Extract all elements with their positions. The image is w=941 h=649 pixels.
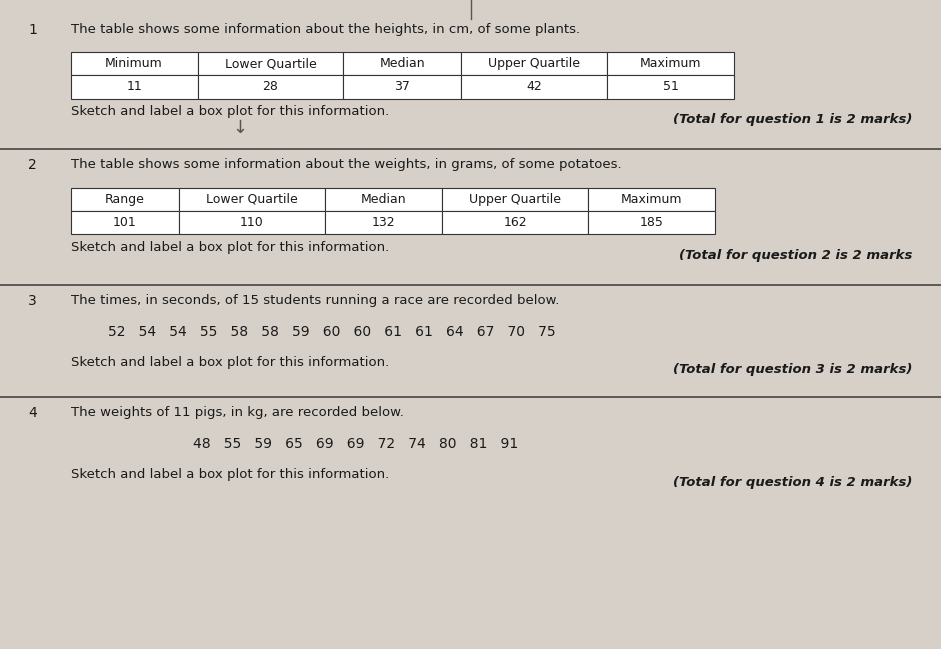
Text: Lower Quartile: Lower Quartile [225,57,316,70]
Text: 132: 132 [372,216,395,229]
Bar [461,75,607,99]
Bar [198,52,343,75]
Text: 110: 110 [240,216,263,229]
Text: 101: 101 [113,216,136,229]
Text: 37: 37 [394,80,410,93]
Bar [325,211,442,234]
Text: 4: 4 [28,406,37,421]
Text: (Total for question 3 is 2 marks): (Total for question 3 is 2 marks) [674,363,913,376]
Bar [325,188,442,211]
Bar [179,211,325,234]
Bar [71,188,179,211]
Bar [71,52,198,75]
Text: Upper Quartile: Upper Quartile [488,57,580,70]
Text: Upper Quartile: Upper Quartile [470,193,561,206]
Text: Median: Median [379,57,425,70]
Bar [442,188,588,211]
Text: 28: 28 [263,80,279,93]
Text: 2: 2 [28,158,37,173]
Bar [607,52,734,75]
Text: Median: Median [360,193,407,206]
Bar [71,211,179,234]
Text: 11: 11 [126,80,142,93]
Text: 185: 185 [640,216,663,229]
Text: The weights of 11 pigs, in kg, are recorded below.: The weights of 11 pigs, in kg, are recor… [71,406,404,419]
Text: 48   55   59   65   69   69   72   74   80   81   91: 48 55 59 65 69 69 72 74 80 81 91 [193,437,518,452]
Bar [442,211,588,234]
Text: 1: 1 [28,23,37,37]
Bar [343,52,461,75]
Bar [343,75,461,99]
Text: Maximum: Maximum [621,193,682,206]
Text: The table shows some information about the heights, in cm, of some plants.: The table shows some information about t… [71,23,580,36]
Bar [588,211,715,234]
Text: Sketch and label a box plot for this information.: Sketch and label a box plot for this inf… [71,105,389,118]
Text: 3: 3 [28,294,37,308]
Bar [71,75,198,99]
Text: Sketch and label a box plot for this information.: Sketch and label a box plot for this inf… [71,468,389,481]
Text: 52   54   54   55   58   58   59   60   60   61   61   64   67   70   75: 52 54 54 55 58 58 59 60 60 61 61 64 67 7… [108,325,556,339]
Bar [198,75,343,99]
Bar [461,52,607,75]
Text: Minimum: Minimum [105,57,163,70]
Text: Sketch and label a box plot for this information.: Sketch and label a box plot for this inf… [71,241,389,254]
Text: Range: Range [104,193,145,206]
Text: 42: 42 [526,80,542,93]
Text: (Total for question 1 is 2 marks): (Total for question 1 is 2 marks) [674,113,913,126]
Text: (Total for question 4 is 2 marks): (Total for question 4 is 2 marks) [674,476,913,489]
Text: The table shows some information about the weights, in grams, of some potatoes.: The table shows some information about t… [71,158,621,171]
Text: (Total for question 2 is 2 marks: (Total for question 2 is 2 marks [679,249,913,262]
Text: The times, in seconds, of 15 students running a race are recorded below.: The times, in seconds, of 15 students ru… [71,294,559,307]
Bar [607,75,734,99]
Bar [179,188,325,211]
Bar [588,188,715,211]
Text: ↓: ↓ [232,119,247,138]
Text: Lower Quartile: Lower Quartile [206,193,297,206]
Text: Maximum: Maximum [640,57,701,70]
Text: Sketch and label a box plot for this information.: Sketch and label a box plot for this inf… [71,356,389,369]
Text: 51: 51 [662,80,678,93]
Text: 162: 162 [503,216,527,229]
